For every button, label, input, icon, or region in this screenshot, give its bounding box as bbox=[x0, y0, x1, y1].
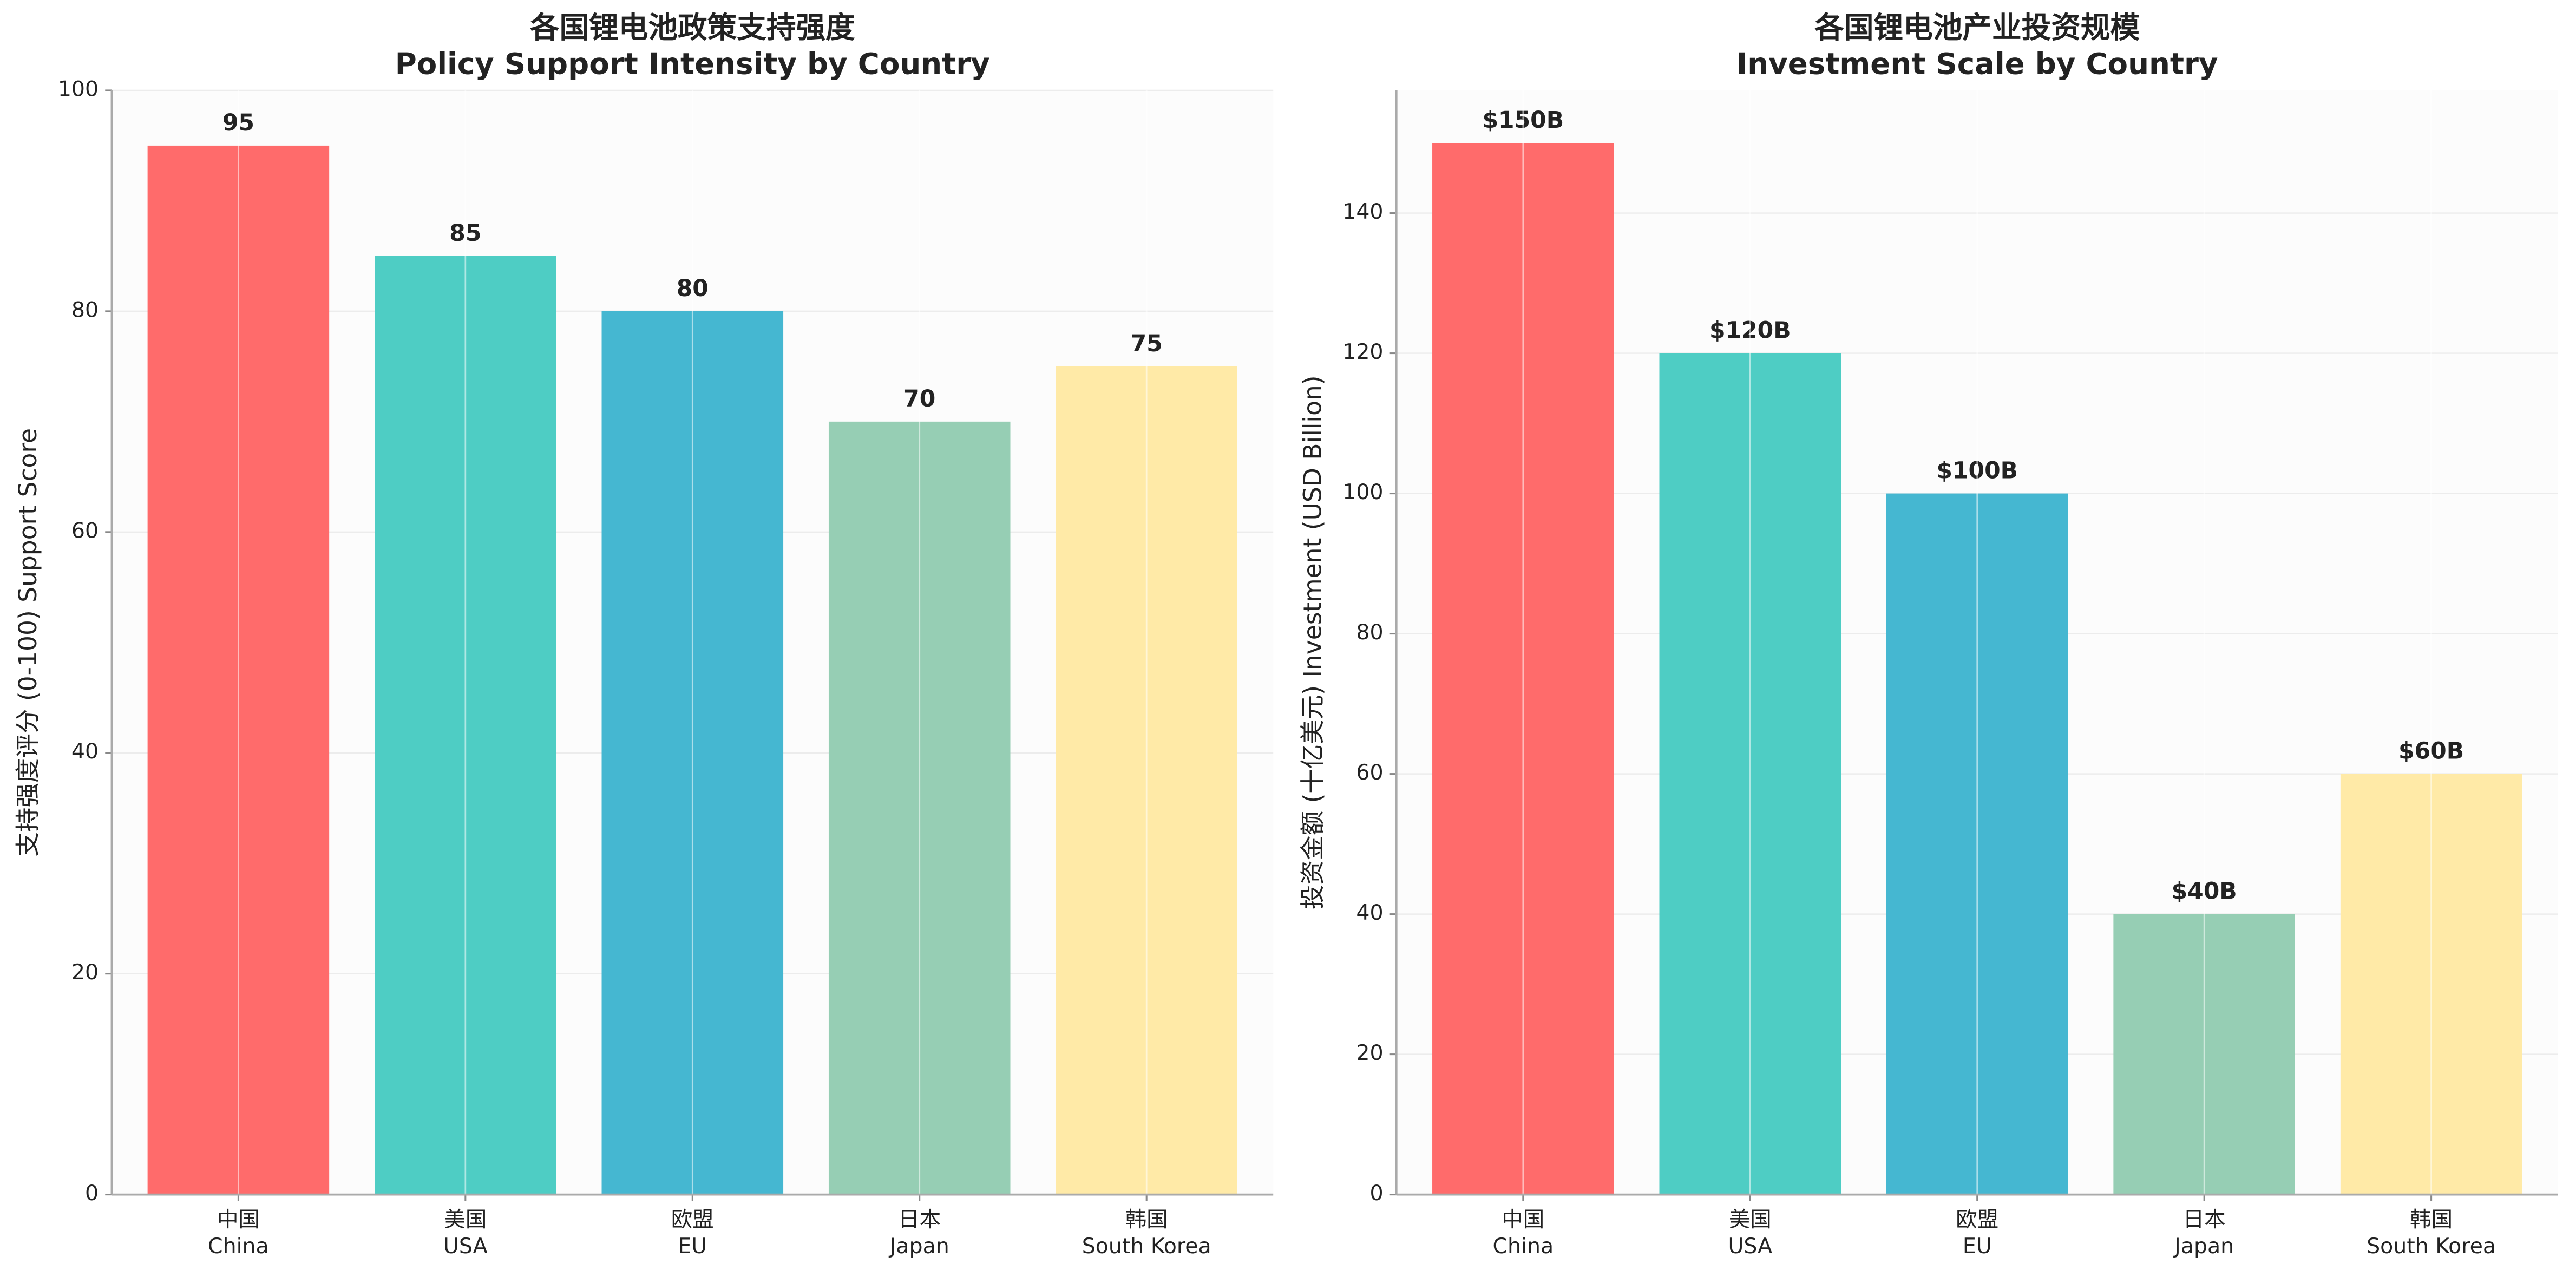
y-tick-label: 40 bbox=[1356, 900, 1383, 925]
y-tick-label: 120 bbox=[1342, 339, 1383, 364]
x-tick-label: 日本 Japan bbox=[888, 1207, 949, 1259]
y-tick-label: 0 bbox=[1369, 1181, 1383, 1206]
y-tick-label: 80 bbox=[71, 297, 99, 322]
y-tick-label: 100 bbox=[1342, 480, 1383, 505]
x-tick-label: 中国 China bbox=[1492, 1207, 1554, 1259]
y-tick-label: 0 bbox=[85, 1181, 99, 1206]
y-tick-label: 40 bbox=[71, 739, 99, 764]
chart-title: 各国锂电池政策支持强度 Policy Support Intensity by C… bbox=[395, 10, 990, 81]
chart-title: 各国锂电池产业投资规模 Investment Scale by Country bbox=[1736, 10, 2218, 81]
y-tick-label: 20 bbox=[71, 960, 99, 985]
y-tick-label: 100 bbox=[58, 76, 99, 101]
y-axis-label: 投资金额 (十亿美元) Investment (USD Billion) bbox=[1299, 375, 1327, 909]
x-tick-label: 韩国 South Korea bbox=[2367, 1207, 2496, 1259]
x-tick-label: 日本 Japan bbox=[2173, 1207, 2234, 1259]
x-tick-label: 美国 USA bbox=[1728, 1207, 1772, 1259]
y-tick-label: 20 bbox=[1356, 1040, 1383, 1065]
y-tick-label: 60 bbox=[71, 518, 99, 543]
y-tick-label: 60 bbox=[1356, 760, 1383, 785]
x-tick-label: 欧盟 EU bbox=[1956, 1207, 1998, 1259]
y-tick-label: 80 bbox=[1356, 620, 1383, 645]
x-tick-label: 韩国 South Korea bbox=[1082, 1207, 1211, 1259]
x-tick-label: 美国 USA bbox=[443, 1207, 488, 1259]
y-axis-label: 支持强度评分 (0-100) Support Score bbox=[14, 428, 42, 857]
x-tick-label: 中国 China bbox=[208, 1207, 269, 1259]
x-tick-label: 欧盟 EU bbox=[671, 1207, 714, 1259]
y-tick-label: 140 bbox=[1342, 199, 1383, 224]
